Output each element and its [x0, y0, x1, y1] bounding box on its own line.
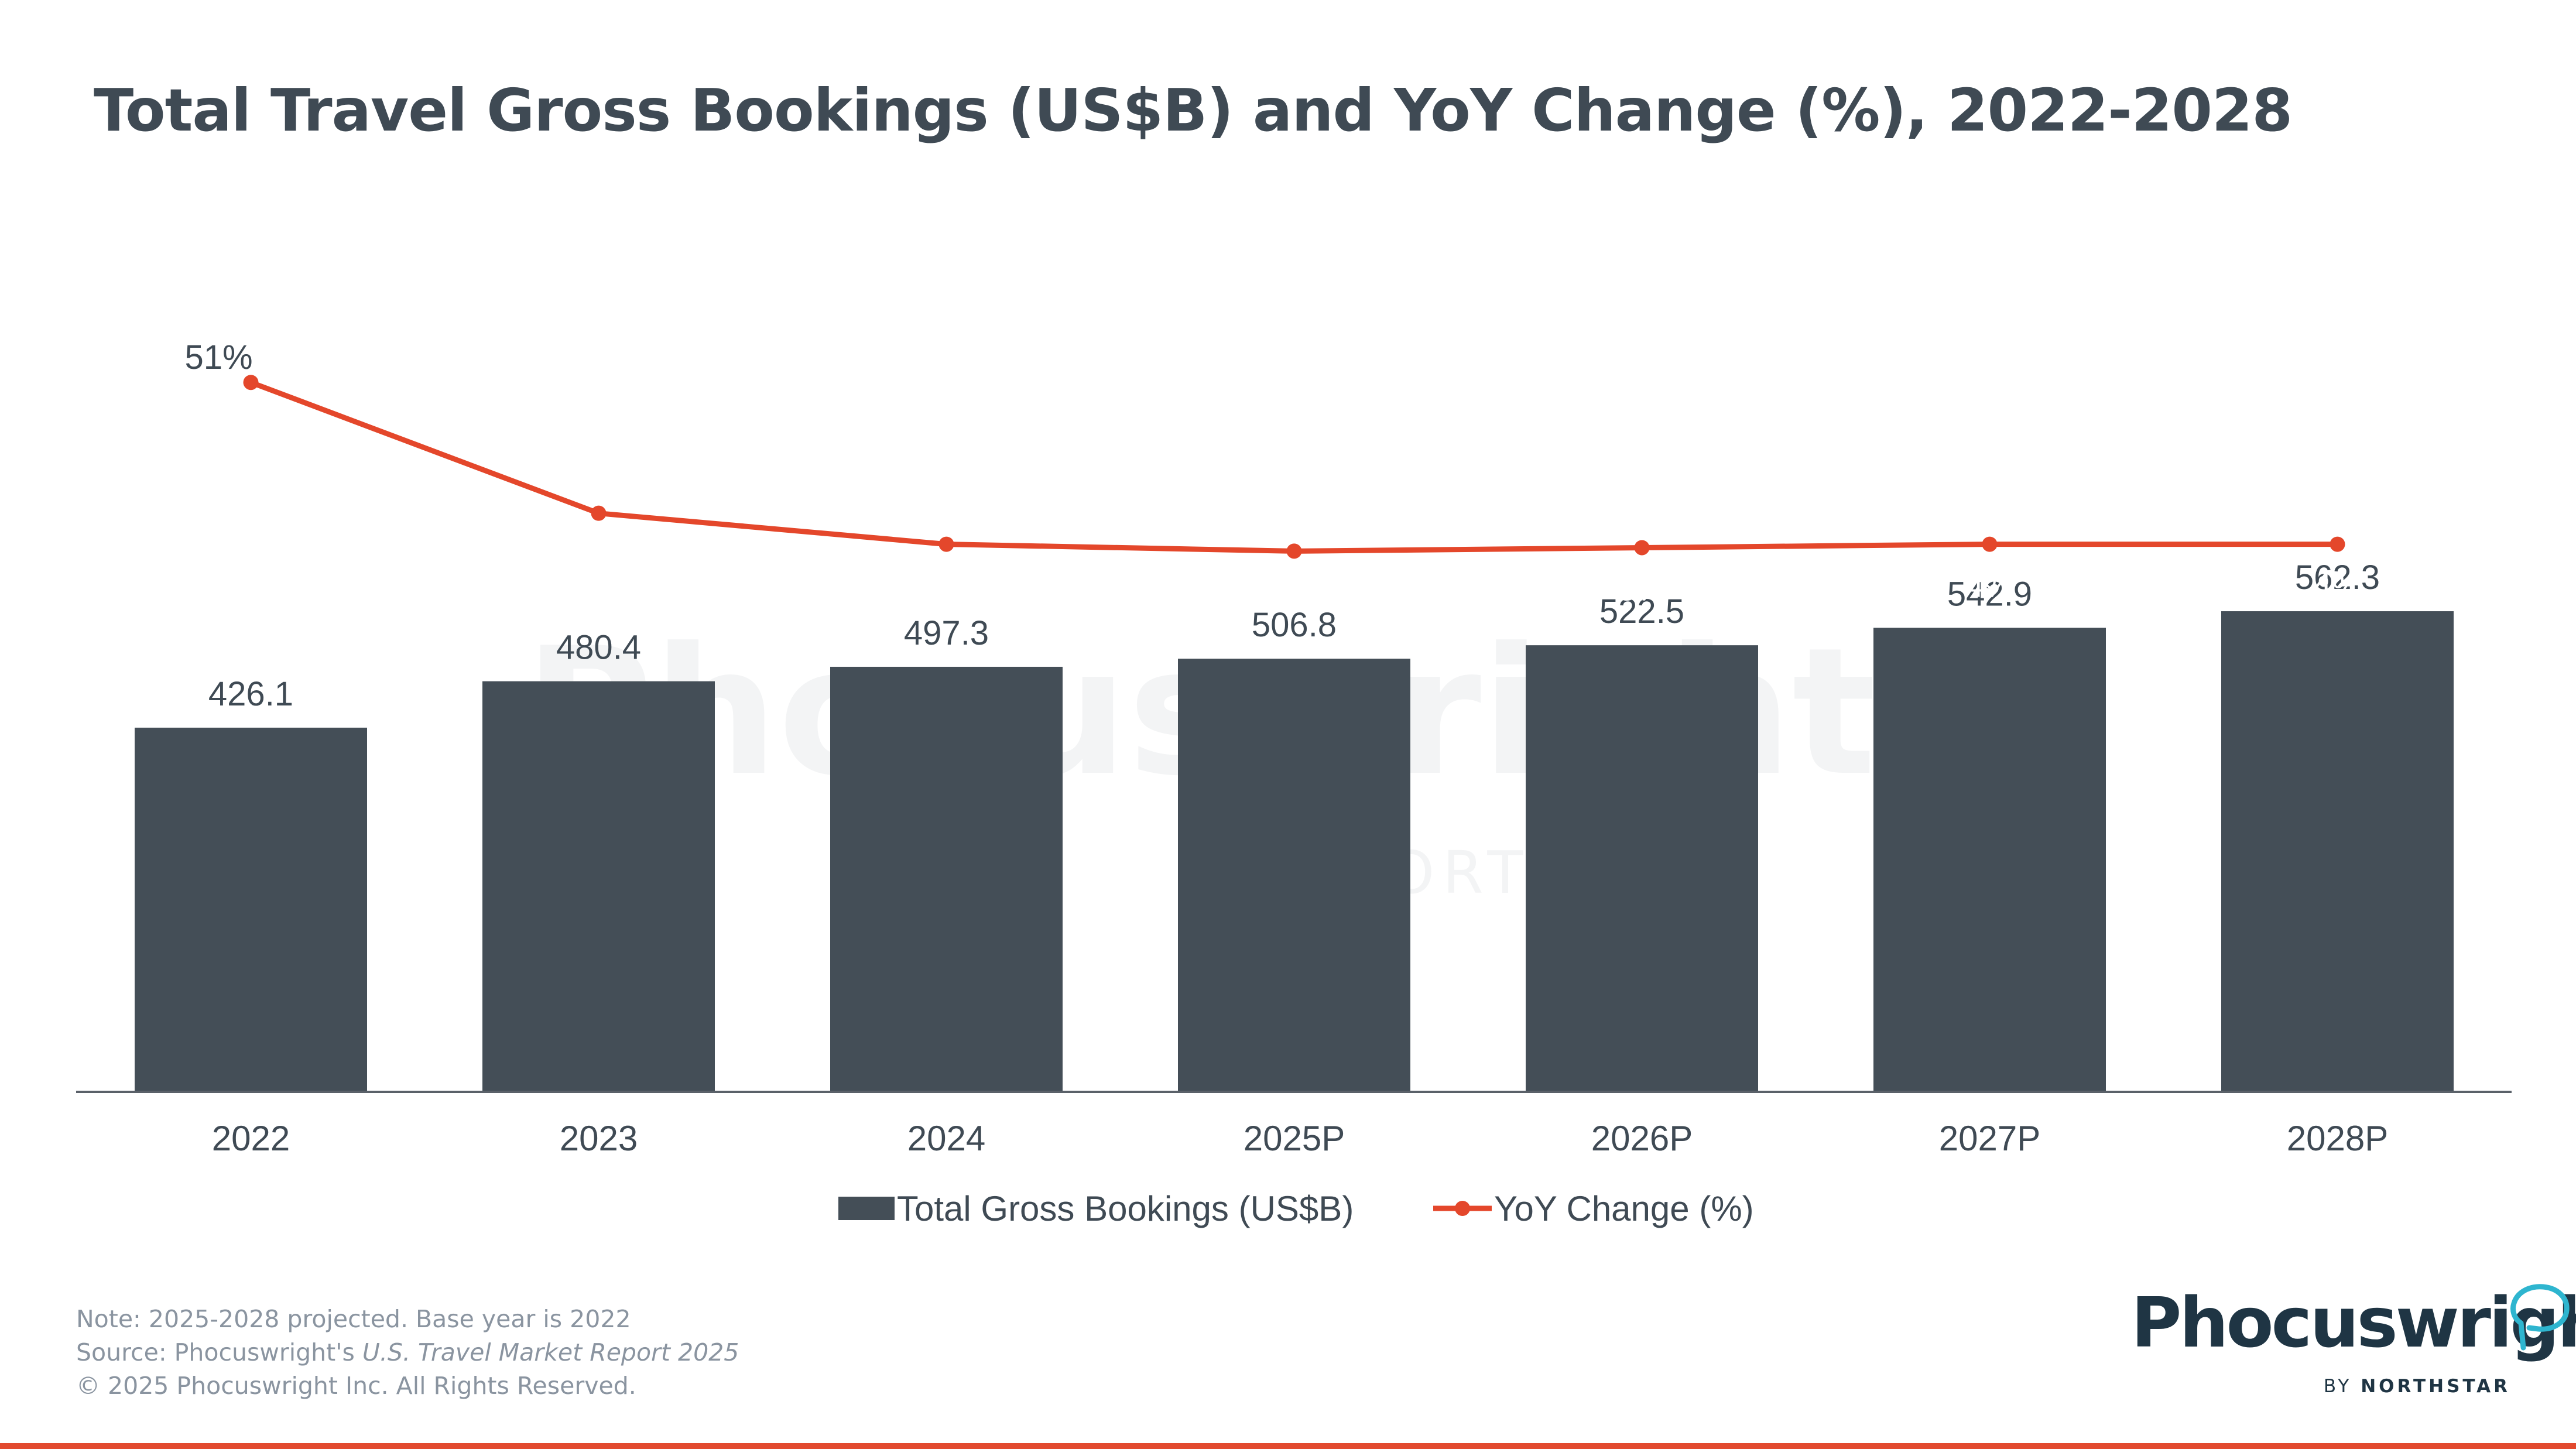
x-tick-2022: 2022 [212, 1119, 290, 1158]
bar-label-2026P: 522.5 [1599, 592, 1684, 631]
legend-line-marker [1455, 1201, 1470, 1216]
bar-labels-layer: 426.1 480.4 497.3 506.8 522.5 542.9 562.3 [208, 559, 2380, 713]
legend: Total Gross Bookings (US$B) YoY Change (%… [838, 1189, 1754, 1228]
bar-2024 [830, 666, 1063, 1092]
bar-2022 [135, 727, 367, 1092]
yoy-label-2022: 51% [184, 338, 252, 376]
bar-label-2028P: 562.3 [2295, 559, 2380, 597]
yoy-point-2022 [243, 375, 259, 390]
legend-line-label: YoY Change (%) [1494, 1189, 1754, 1228]
yoy-label-2024: 4% [922, 567, 971, 605]
logo-byline-brand: NORTHSTAR [2361, 1376, 2510, 1397]
yoy-point-2024 [938, 536, 954, 552]
bar-2027P [1873, 628, 2106, 1092]
logo-byline-prefix: BY [2323, 1376, 2361, 1397]
bar-label-2027P: 542.9 [1947, 575, 2032, 613]
legend-bar-swatch [838, 1197, 895, 1220]
phocuswright-logo: Phocuswright BY NORTHSTAR [2131, 1282, 2576, 1417]
source-prefix: Source: Phocuswright's [76, 1338, 362, 1366]
yoy-label-2025P: 2% [1270, 573, 1319, 611]
yoy-labels-layer: 51% 13% 4% 2% 3% 4% 4% [184, 338, 2362, 611]
yoy-point-2026P [1634, 540, 1650, 556]
x-tick-2024: 2024 [907, 1119, 985, 1158]
yoy-line-layer [243, 375, 2345, 559]
combo-chart: PhocuswrightBY NORTHSTAR 426.1480.4497.3… [76, 338, 2512, 1228]
yoy-point-2027P [1982, 536, 1998, 552]
bar-label-2022: 426.1 [208, 675, 293, 713]
source-report-title: U.S. Travel Market Report 2025 [362, 1338, 739, 1366]
yoy-point-2023 [591, 505, 607, 521]
yoy-label-2023: 13% [564, 536, 632, 574]
x-tick-2027P: 2027P [1939, 1119, 2041, 1158]
note-source: Source: Phocuswright's U.S. Travel Marke… [76, 1336, 739, 1369]
x-tick-2023: 2023 [560, 1119, 638, 1158]
bar-2028P [2221, 611, 2454, 1092]
bar-label-2024: 497.3 [904, 614, 989, 652]
logo-byline: BY NORTHSTAR [2324, 1376, 2510, 1397]
yoy-label-2028P: 4% [2313, 567, 2362, 605]
bar-2023 [482, 681, 715, 1092]
yoy-point-2025P [1286, 543, 1302, 559]
x-tick-2026P: 2026P [1591, 1119, 1693, 1158]
bars-layer [135, 611, 2454, 1092]
yoy-label-2027P: 4% [1965, 567, 2015, 605]
note-copyright: © 2025 Phocuswright Inc. All Rights Rese… [76, 1372, 636, 1400]
logo-wordmark: Phocuswright [2131, 1282, 2576, 1363]
x-tick-2025P: 2025P [1244, 1119, 1345, 1158]
footnotes: Note: 2025-2028 projected. Base year is … [76, 1303, 739, 1403]
bottom-accent-rule [0, 1443, 2576, 1449]
bar-label-2025P: 506.8 [1252, 606, 1337, 644]
bar-2025P [1178, 659, 1410, 1092]
legend-bar-label: Total Gross Bookings (US$B) [897, 1189, 1354, 1228]
yoy-line [249, 379, 2338, 554]
x-axis: 2022 2023 2024 2025P 2026P 2027P 2028P [76, 1091, 2512, 1158]
x-tick-2028P: 2028P [2287, 1119, 2389, 1158]
note-projection: Note: 2025-2028 projected. Base year is … [76, 1305, 631, 1333]
yoy-point-2028P [2330, 536, 2345, 552]
bar-label-2023: 480.4 [556, 629, 641, 667]
speech-bubble-icon [2510, 1284, 2570, 1351]
yoy-label-2026P: 3% [1618, 570, 1667, 608]
chart-title: Total Travel Gross Bookings (US$B) and Y… [94, 76, 2293, 145]
bar-2026P [1526, 645, 1758, 1092]
